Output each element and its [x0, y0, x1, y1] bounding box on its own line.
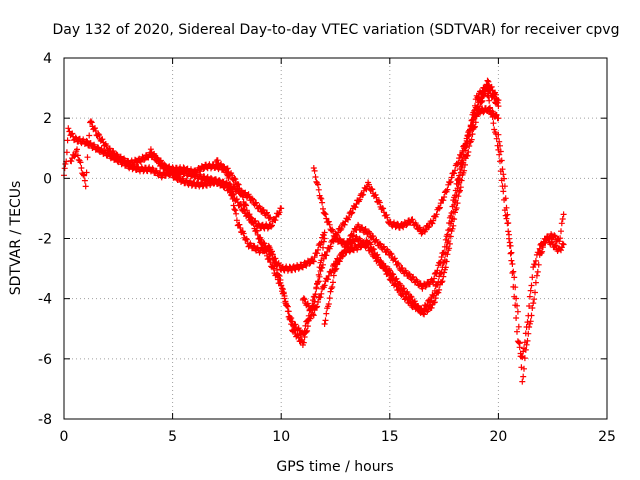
plot-border [63, 57, 608, 420]
series-track-h [321, 77, 502, 327]
y-tick-label: 0 [43, 171, 52, 187]
series-track-e [256, 105, 502, 337]
y-tick-label: 4 [43, 51, 52, 67]
y-axis-label: SDTVAR / TECUs [8, 181, 24, 296]
x-tick-label: 10 [272, 429, 290, 445]
series-marks [484, 92, 567, 385]
x-axis-ticks: 0 5 10 15 20 25 [60, 58, 616, 445]
data-points [61, 77, 567, 385]
series-marks [321, 77, 502, 327]
y-axis-ticks: -8 -6 -4 -2 0 2 4 [38, 51, 607, 428]
series-marks [495, 131, 567, 361]
x-tick-label: 0 [60, 429, 69, 445]
series-marks [256, 105, 502, 337]
series-track-j [495, 131, 567, 361]
x-tick-label: 15 [381, 429, 399, 445]
y-tick-label: -2 [38, 232, 52, 248]
chart-title: Day 132 of 2020, Sidereal Day-to-day VTE… [53, 22, 620, 38]
x-tick-label: 25 [598, 429, 616, 445]
x-tick-label: 20 [489, 429, 507, 445]
x-tick-label: 5 [168, 429, 177, 445]
y-tick-label: -8 [38, 412, 52, 428]
y-tick-label: 2 [43, 111, 52, 127]
x-axis-label: GPS time / hours [276, 459, 393, 475]
y-tick-label: -4 [38, 292, 52, 308]
series-track-i [484, 92, 567, 385]
y-tick-label: -6 [38, 352, 52, 368]
